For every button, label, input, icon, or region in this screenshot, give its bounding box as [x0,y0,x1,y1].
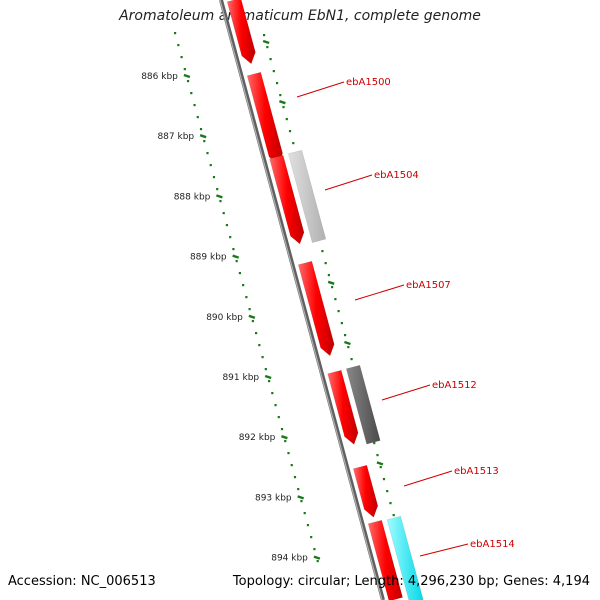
ruler-tick [281,435,288,440]
ruler-tick-label: 890 kbp [206,313,243,323]
ruler-tick-label: 892 kbp [239,433,276,443]
ruler-tick [262,39,270,45]
map-title: Aromatoleum aromaticum EbN1, complete ge… [119,8,481,24]
ruler-tick [264,374,272,380]
ruler-tick [344,340,351,346]
ruler-tick [216,194,223,199]
gene-label: ebA1513 [454,466,499,477]
gene-block-dark [345,364,381,445]
ruler-tick [183,73,191,79]
callout-line [403,470,453,487]
ruler-tick [199,134,207,139]
gene-label: ebA1500 [346,77,391,88]
callout-line [381,384,431,401]
gene-arrow [327,369,359,445]
ruler-tick [248,314,256,319]
ruler-tick [279,100,286,105]
ruler-tick-label: 891 kbp [222,373,259,383]
accession-label: Accession: NC_006513 [8,574,156,589]
callout-line [324,174,373,191]
gene-callouts: ebA1500 ebA1504 ebA1507 ebA1512 ebA1513 ebA15… [296,77,515,557]
ruler-tick-label: 889 kbp [190,253,227,263]
feature-track [226,0,424,600]
gene-label: ebA1514 [470,539,515,550]
callout-line [296,81,345,98]
position-ruler: 886 kbp 887 kbp 888 kbp 889 kbp 890 kbp 891 k… [141,32,418,600]
backbone-line [219,0,385,600]
ruler-tick-label: 888 kbp [174,192,211,202]
ruler-guide-left [174,32,319,563]
ruler-guide-right [263,34,418,600]
gene-arrow [352,464,379,518]
ruler-tick-label: 893 kbp [255,493,292,503]
ruler-tick [313,555,321,560]
gene-arrow [269,154,305,245]
ruler-tick [297,495,305,500]
ruler-tick [376,461,384,466]
ruler-tick [327,280,335,285]
gene-label: ebA1512 [432,380,477,391]
callout-line [354,284,405,301]
ruler-tick-label: 894 kbp [271,554,308,564]
gene-arrow [226,0,256,65]
gene-arrow [297,260,335,357]
ruler-tick [232,254,240,259]
gene-block-cyan [386,515,424,600]
gene-block-light [287,149,327,243]
gene-label: ebA1504 [374,170,419,181]
genome-summary: Topology: circular; Length: 4,296,230 bp… [232,574,590,589]
callout-line [419,543,469,557]
ruler-tick-label: 887 kbp [157,132,194,142]
gene-arrow [367,519,403,600]
gene-label: ebA1507 [406,280,451,291]
ruler-tick-label: 886 kbp [141,72,178,82]
